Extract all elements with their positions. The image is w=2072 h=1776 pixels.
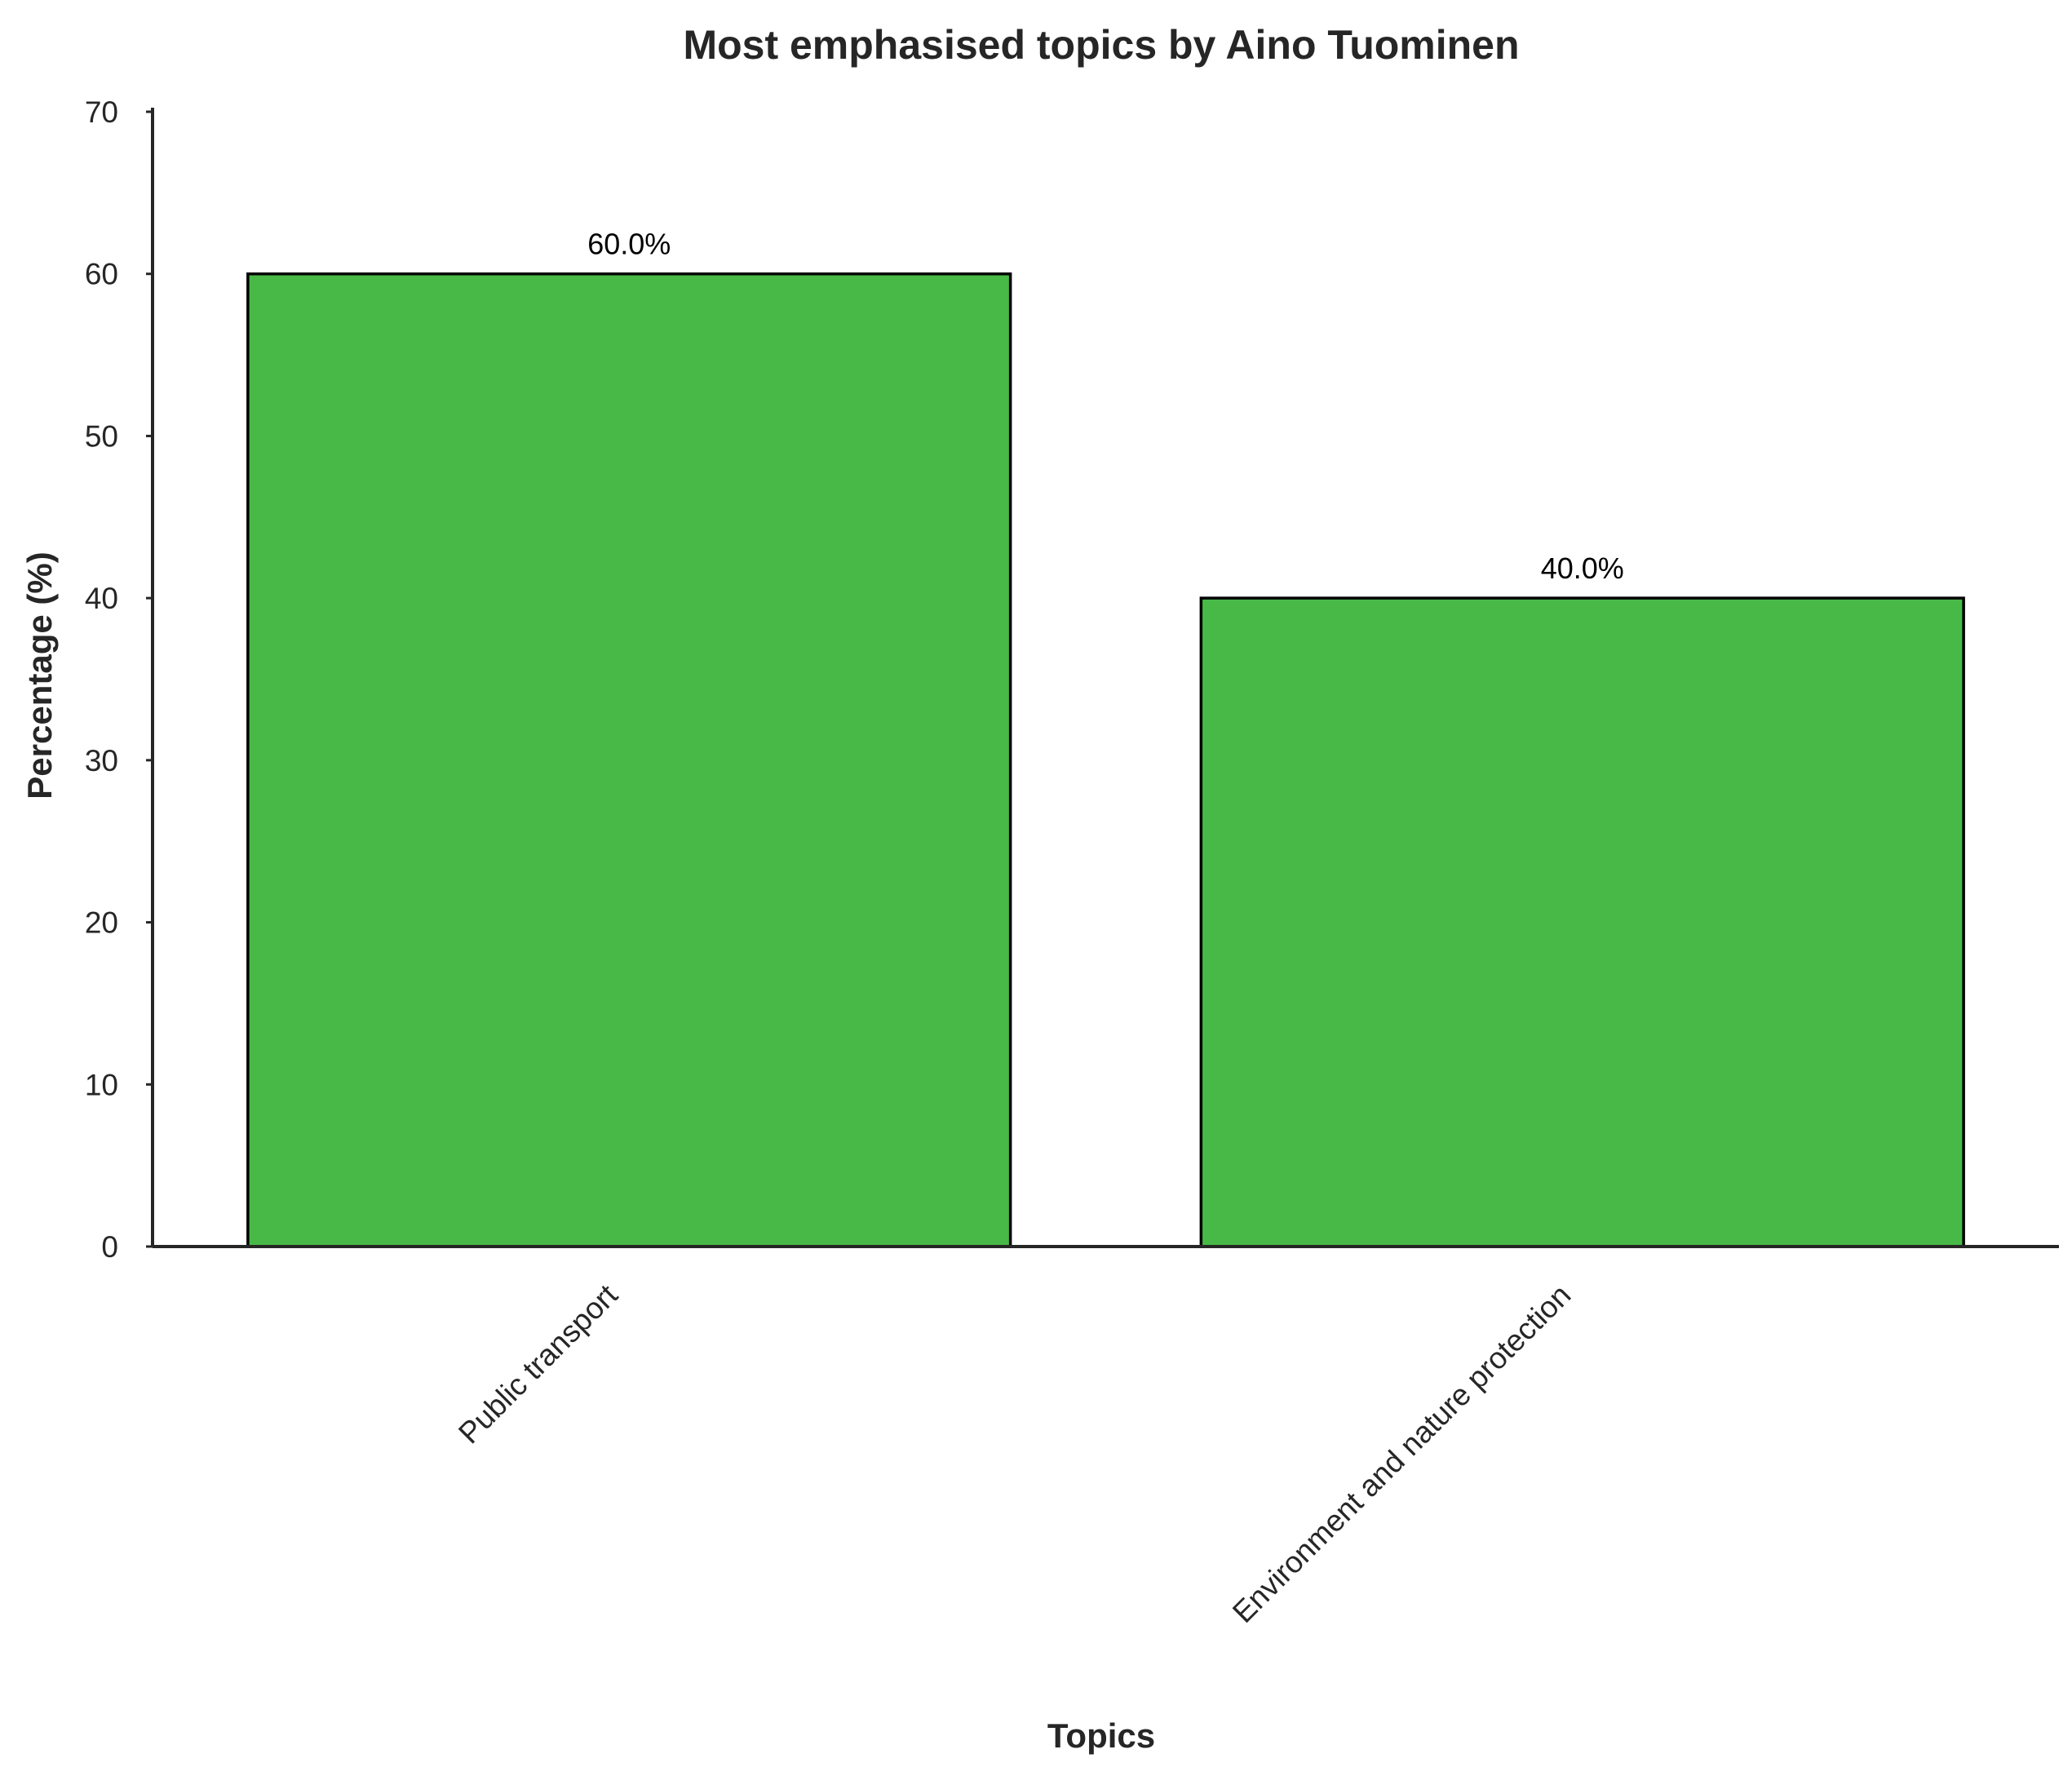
y-tick-label: 20 bbox=[85, 906, 118, 940]
y-tick-label: 10 bbox=[85, 1068, 118, 1101]
bar-value-label: 60.0% bbox=[587, 228, 671, 261]
y-axis-ticks: 0 10 20 30 40 50 60 70 bbox=[85, 95, 153, 1264]
y-tick-label: 0 bbox=[101, 1230, 118, 1264]
y-tick-label: 30 bbox=[85, 744, 118, 777]
y-axis-label: Percentage (%) bbox=[20, 551, 59, 799]
chart-title: Most emphasised topics by Aino Tuominen bbox=[683, 22, 1519, 68]
y-tick-label: 50 bbox=[85, 419, 118, 453]
y-tick-label: 70 bbox=[85, 95, 118, 129]
x-tick-label: Public transport bbox=[452, 1278, 624, 1450]
bars bbox=[246, 272, 1965, 1248]
y-tick-label: 40 bbox=[85, 582, 118, 615]
data-labels: 60.0% 40.0% bbox=[587, 228, 1624, 585]
bar bbox=[1199, 596, 1965, 1248]
x-axis-label: Topics bbox=[1047, 1716, 1155, 1755]
x-tick-label: Environment and nature protection bbox=[1226, 1278, 1577, 1629]
bar bbox=[246, 272, 1012, 1248]
y-tick-label: 60 bbox=[85, 258, 118, 291]
x-axis-ticks: Public transport Environment and nature p… bbox=[452, 1278, 1577, 1629]
bar-value-label: 40.0% bbox=[1541, 551, 1624, 585]
